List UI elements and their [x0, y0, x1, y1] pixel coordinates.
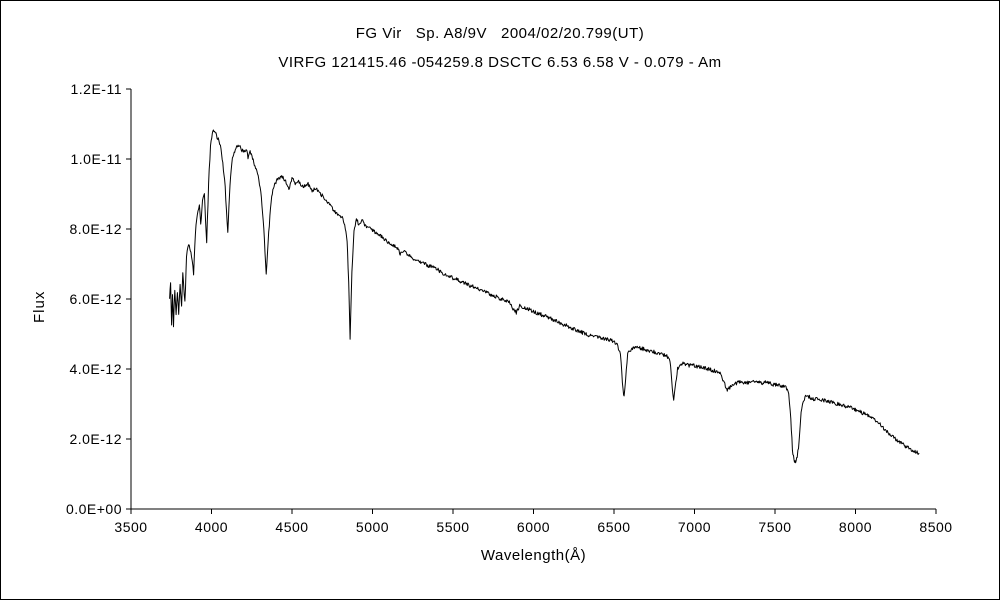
spectrum-line	[169, 129, 920, 464]
x-tick-label: 6500	[597, 519, 630, 535]
x-tick-label: 8500	[919, 519, 952, 535]
chart-title: FG Vir Sp. A8/9V 2004/02/20.799(UT)	[355, 25, 645, 42]
y-tick-label: 8.0E-12	[69, 221, 122, 237]
y-tick-label: 1.0E-11	[71, 151, 123, 167]
x-tick-label: 7000	[678, 519, 711, 535]
x-tick-label: 4000	[195, 519, 228, 535]
x-tick-label: 6000	[517, 519, 550, 535]
x-tick-label: 7500	[758, 519, 791, 535]
x-tick-label: 8000	[839, 519, 872, 535]
y-tick-label: 2.0E-12	[69, 431, 122, 447]
x-tick-label: 3500	[114, 519, 147, 535]
y-tick-label: 4.0E-12	[69, 361, 122, 377]
y-tick-label: 1.2E-11	[71, 81, 123, 97]
x-tick-label: 5000	[356, 519, 389, 535]
y-tick-label: 6.0E-12	[69, 291, 122, 307]
y-tick-label: 0.0E+00	[66, 501, 122, 517]
chart-subtitle: VIRFG 121415.46 -054259.8 DSCTC 6.53 6.5…	[278, 54, 722, 71]
x-tick-label: 4500	[275, 519, 308, 535]
x-axis-title: Wavelength(Å)	[480, 547, 587, 564]
x-tick-label: 5500	[436, 519, 469, 535]
